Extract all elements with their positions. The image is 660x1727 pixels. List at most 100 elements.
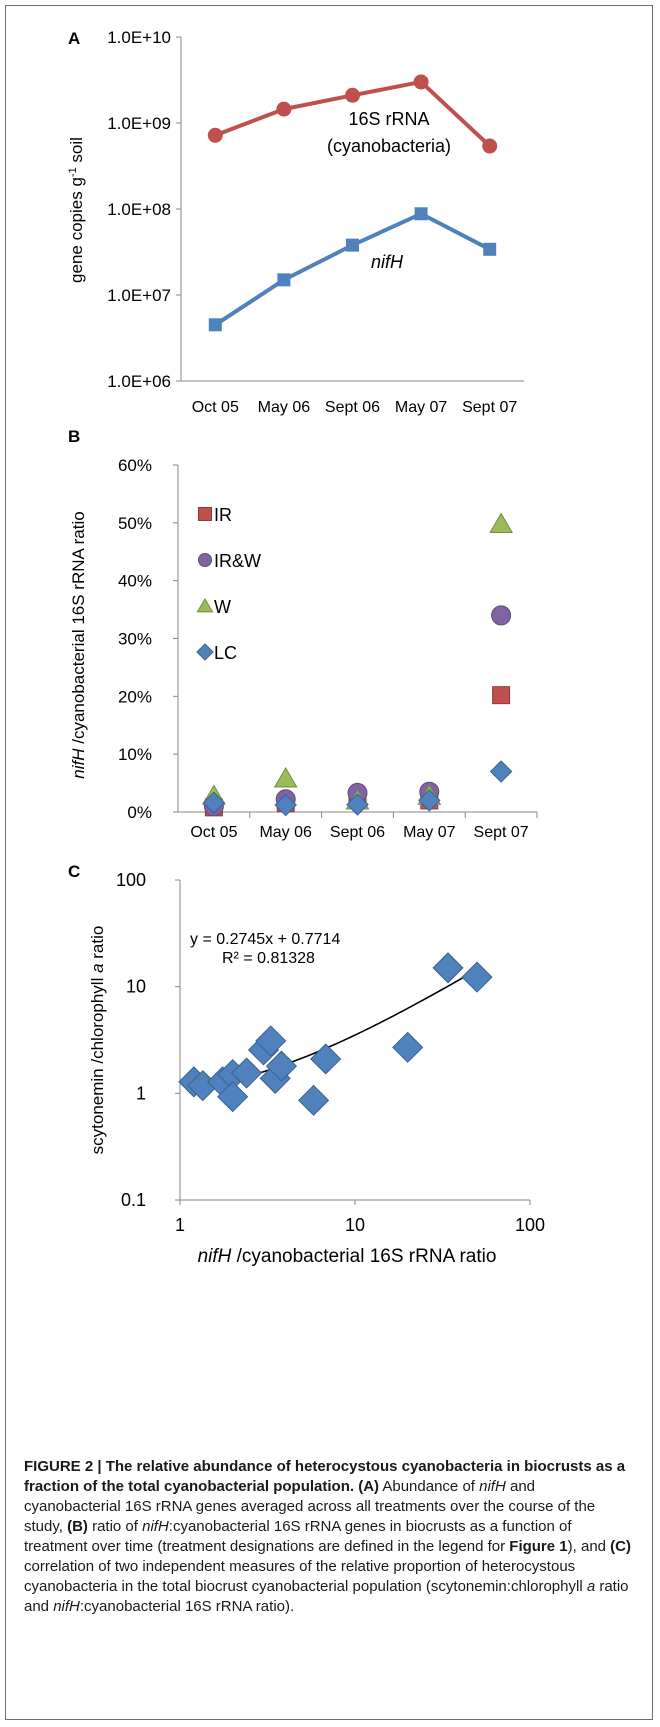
data-point-w [273,767,298,788]
legend-marker-w [196,597,214,613]
data-point-lc [202,791,226,814]
caption-b-text-1: ratio of [87,1518,143,1535]
panel-a-letter: A [68,29,80,48]
panel-a-x-ticks: Oct 05 May 06 Sept 06 May 07 Sept 07 [192,399,518,416]
panel-c-x-tick-label: 10 [345,1215,365,1235]
panel-b-y-label-rest: /cyanobacterial 16S rRNA ratio [69,511,88,748]
panel-a-x-tick-label: Sept 07 [462,399,517,416]
caption-b-tag: (B) [67,1518,88,1535]
panel-b-y-tick-label: 40% [118,572,152,591]
data-point-nifh [346,238,359,252]
data-point-ir [492,686,511,705]
caption-b-text-2: :cyanobacterial 16S rRNA genes in biocru… [24,1518,572,1555]
panel-c-y-tick-label: 0.1 [121,1190,146,1210]
panel-b-x-tick-label: May 07 [403,824,456,841]
series-label-nifh: nifH [371,252,404,272]
panel-c-x-tick-label: 1 [175,1215,185,1235]
panel-a-x-tick-label: May 06 [258,399,311,416]
caption-c-italic: a [586,1578,596,1595]
panel-c-x-label-rest: /cyanobacterial 16S rRNA ratio [231,1246,496,1267]
legend-label-ir-w: IR&W [214,551,261,571]
caption-c-tag: (C) [610,1538,631,1555]
panel-b-y-ticks: 0% 10% 20% 30% 40% 50% 60% [118,456,178,822]
panel-c-y-tick-label: 10 [126,977,146,997]
figure-frame [5,5,653,1720]
panel-b-legend: IR IR&W W LC [196,505,261,663]
caption-title: FIGURE 2 | The relative abundance of het… [24,1458,626,1495]
panel-c-points [178,952,493,1116]
data-point-16s-rrna [207,127,223,143]
panel-b-y-tick-label: 60% [118,456,152,475]
data-point-16s-rrna [413,74,429,90]
caption-c-italic-2: nifH [53,1598,80,1615]
panel-b-y-tick-label: 10% [118,745,152,764]
data-point [432,952,464,984]
trend-equation: y = 0.2745x + 0.7714 [190,931,340,948]
panel-a: A 1.0E+06 1.0E+07 1.0E+08 1.0E+09 1.0E+10 Oc… [67,28,524,416]
caption-c-text-1: correlation of two independent measures … [24,1558,587,1595]
data-point-nifh [208,318,222,332]
panel-b-y-tick-label: 20% [118,687,152,706]
panel-c-y-label-main: scytonemin /chlorophyll [88,973,107,1154]
panel-c-x-tick-label: 100 [515,1215,545,1235]
data-point-ir-w [491,605,512,626]
data-point-16s-rrna [482,138,498,154]
panel-c-x-label: nifH /cyanobacterial 16S rRNA ratio [198,1246,497,1267]
panel-a-y-label-tail: soil [67,137,86,167]
legend-marker-ir [198,507,212,521]
caption-a-italic: nifH [479,1478,506,1495]
panel-b-x-tick-label: Sept 07 [474,824,529,841]
panel-a-y-label: gene copies g-1 soil [67,137,86,283]
panel-c-y-tick-label: 100 [116,870,146,890]
panel-a-y-ticks: 1.0E+06 1.0E+07 1.0E+08 1.0E+09 1.0E+10 [107,28,181,391]
figure-canvas: A 1.0E+06 1.0E+07 1.0E+08 1.0E+09 1.0E+10 Oc… [67,28,545,1267]
data-point [255,1025,287,1057]
panel-b-y-tick-label: 30% [118,630,152,649]
panel-a-y-label-main: gene copies g [67,177,86,283]
legend-marker-lc [196,643,214,661]
panel-b-y-label: nifH /cyanobacterial 16S rRNA ratio [69,511,88,778]
series-label-16s-line2: (cyanobacteria) [327,136,451,156]
data-point-16s-rrna [345,87,360,103]
legend-marker-ir-w [198,553,212,567]
trend-r2: R² = 0.81328 [222,950,315,967]
panel-b-letter: B [68,427,80,446]
caption-c-text-2: ratio and [24,1578,629,1615]
data-point-lc [274,793,297,817]
data-point [217,1081,249,1113]
panel-a-y-label-sup: -1 [67,167,79,177]
data-point-lc [489,760,513,783]
panel-b-y-label-italic: nifH [69,748,88,779]
legend-label-w: W [214,597,231,617]
data-point [310,1043,342,1075]
caption-a-tag: (A) [358,1478,380,1495]
panel-a-y-tick-label: 1.0E+08 [107,200,171,219]
data-point-nifh [414,207,428,221]
data-point [392,1031,424,1063]
panel-c-y-label-tail: ratio [88,926,107,964]
legend-label-ir: IR [214,505,232,525]
panel-a-series [207,74,498,332]
panel-c-letter: C [68,862,80,881]
caption-c-text-3: :cyanobacterial 16S rRNA ratio). [79,1598,295,1615]
panel-b-points [202,512,513,817]
panel-c-y-tick-label: 1 [136,1083,146,1103]
caption-b-bold: Figure 1 [509,1538,568,1555]
panel-c-y-label: scytonemin /chlorophyll a ratio [88,926,107,1155]
data-point-16s-rrna [276,101,292,117]
series-line-nifh [214,211,491,327]
data-point [265,1050,298,1082]
figure-caption: FIGURE 2 | The relative abundance of het… [24,1457,634,1617]
data-point-lc [346,793,369,816]
legend-label-lc: LC [214,643,237,663]
data-point [461,961,493,993]
caption-b-italic: nifH [142,1518,169,1535]
panel-a-y-tick-label: 1.0E+10 [107,28,171,47]
data-point-nifh [277,273,291,287]
panel-a-y-tick-label: 1.0E+09 [107,114,171,133]
data-point-nifh [483,242,497,256]
panel-b-y-tick-label: 50% [118,514,152,533]
panel-c-x-label-italic: nifH [198,1246,232,1267]
panel-c-x-ticks: 1 10 100 [175,1200,545,1235]
panel-b-x-tick-label: Sept 06 [330,824,385,841]
